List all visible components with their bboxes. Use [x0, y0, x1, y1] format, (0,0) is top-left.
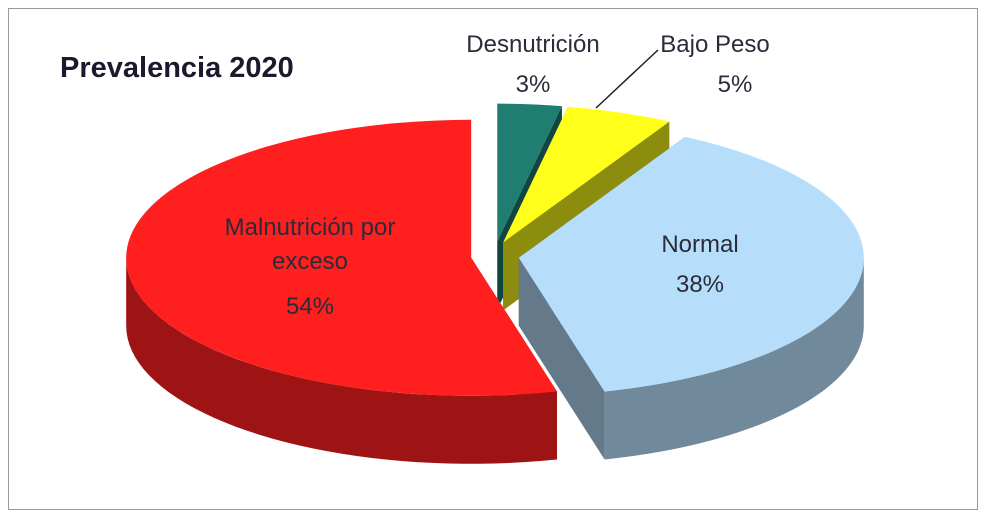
slice-side: [604, 257, 864, 460]
value-label: 38%: [675, 271, 725, 298]
value-label: 5%: [717, 71, 753, 98]
category-label: Bajo Peso: [660, 31, 770, 58]
value-label: 54%: [285, 293, 335, 320]
slice: [126, 119, 557, 396]
value-label: 3%: [515, 71, 551, 98]
category-label: Malnutrición por exceso: [224, 214, 396, 275]
category-label: Desnutrición: [466, 31, 600, 58]
slice: [518, 136, 864, 392]
category-label: Normal: [661, 231, 739, 258]
leader-line: [595, 49, 659, 109]
slice: [503, 106, 670, 243]
slice-side: [126, 257, 557, 464]
slice: [497, 103, 562, 242]
slice-edge: [518, 257, 605, 460]
chart-title: Prevalencia 2020: [60, 52, 294, 84]
